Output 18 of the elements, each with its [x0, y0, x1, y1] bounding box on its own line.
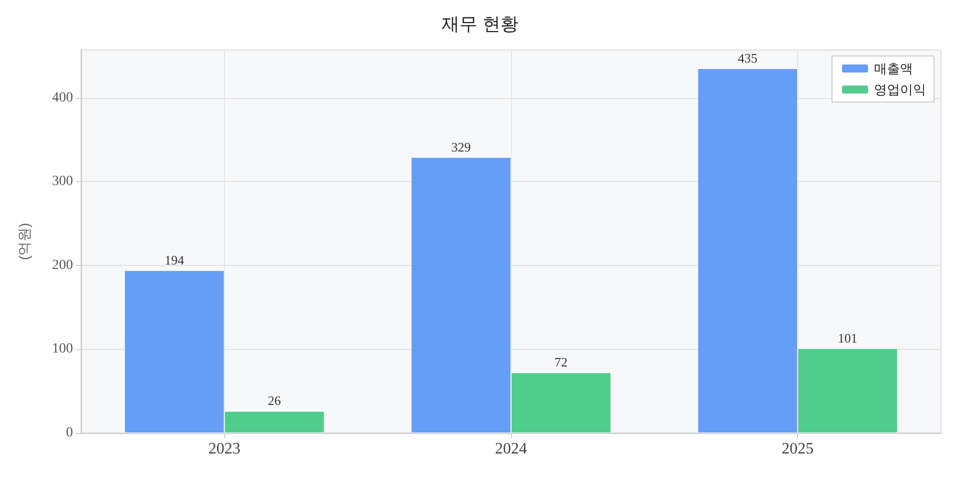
data-label: 72 — [554, 354, 568, 370]
x-tick-label: 2025 — [782, 440, 814, 458]
x-tick-label: 2024 — [495, 440, 527, 458]
y-tick-label: 400 — [52, 90, 73, 106]
x-tick-label: 2023 — [208, 440, 240, 458]
y-tick-label: 200 — [52, 258, 73, 273]
y-tick-label: 300 — [52, 174, 73, 190]
legend-label: 매출액 — [874, 61, 913, 76]
data-label: 26 — [268, 393, 282, 408]
data-label: 101 — [838, 330, 858, 346]
legend-label: 영업이익 — [874, 82, 926, 97]
data-label: 194 — [164, 252, 185, 268]
y-tick-label: 0 — [66, 426, 73, 440]
data-label: 435 — [738, 50, 758, 66]
chart-title: 재무 현황 — [441, 14, 519, 34]
data-label: 329 — [451, 139, 471, 154]
y-axis-title: (억원) — [16, 222, 32, 260]
y-tick-label: 100 — [52, 342, 73, 357]
